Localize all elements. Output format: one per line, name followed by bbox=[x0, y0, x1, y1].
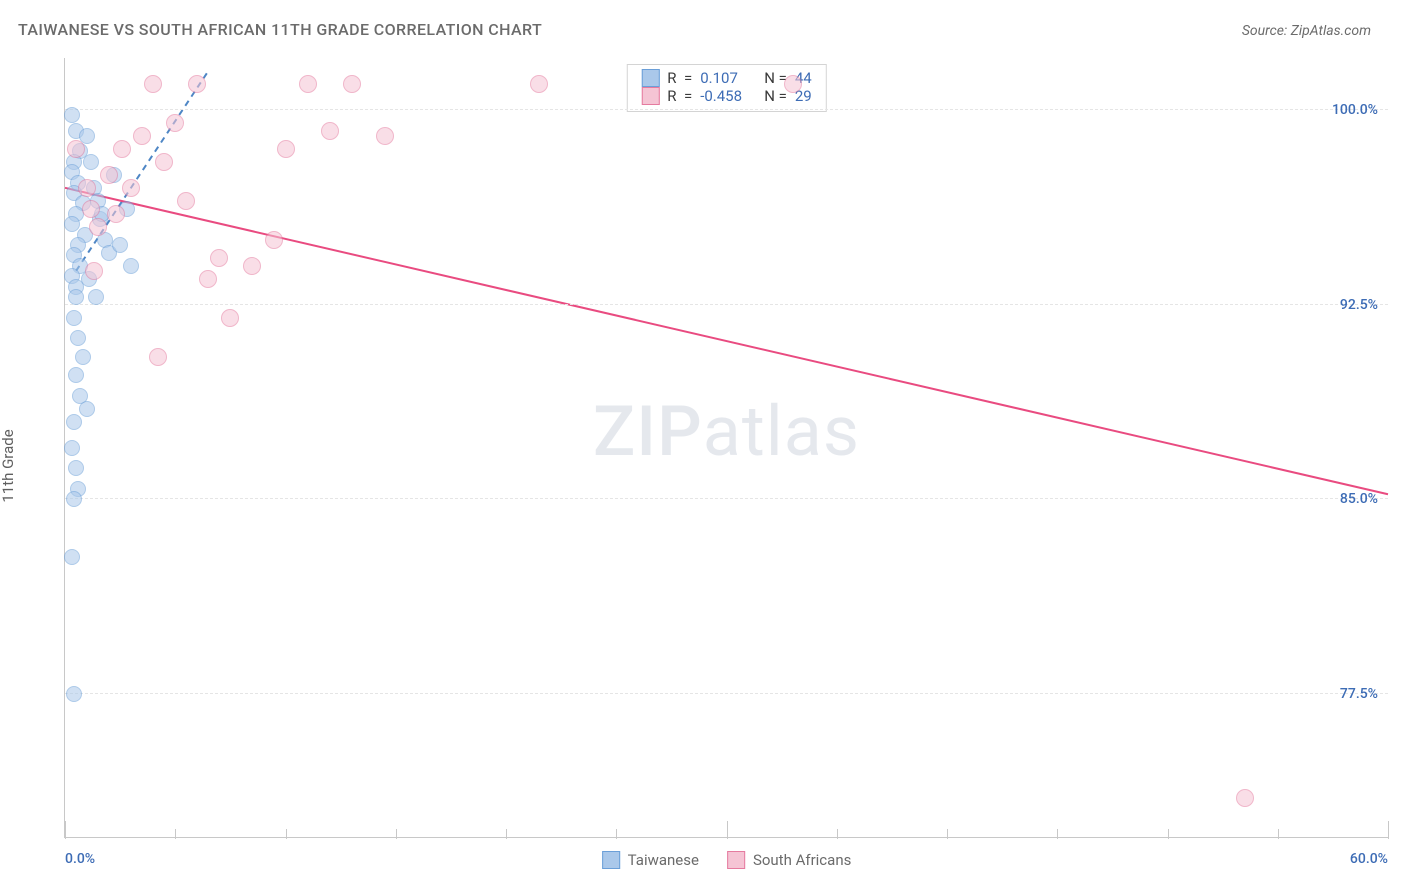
scatter-point bbox=[1236, 789, 1254, 807]
scatter-point bbox=[66, 491, 82, 507]
scatter-point bbox=[530, 75, 548, 93]
scatter-point bbox=[64, 107, 80, 123]
stat-r-value: 0.107 bbox=[700, 69, 756, 87]
x-minor-tick bbox=[286, 829, 287, 839]
scatter-point bbox=[68, 289, 84, 305]
scatter-point bbox=[122, 179, 140, 197]
x-minor-tick bbox=[947, 829, 948, 839]
x-tick-label: 0.0% bbox=[65, 851, 95, 867]
scatter-point bbox=[265, 231, 283, 249]
x-minor-tick bbox=[175, 829, 176, 839]
x-minor-tick bbox=[396, 829, 397, 839]
legend-label: Taiwanese bbox=[628, 851, 699, 869]
scatter-point bbox=[784, 75, 802, 93]
x-minor-tick bbox=[1278, 829, 1279, 839]
y-tick-label: 92.5% bbox=[1340, 297, 1378, 313]
scatter-point bbox=[343, 75, 361, 93]
scatter-point bbox=[144, 75, 162, 93]
x-tick bbox=[727, 821, 728, 839]
scatter-point bbox=[221, 309, 239, 327]
source-attribution: Source: ZipAtlas.com bbox=[1242, 23, 1371, 39]
scatter-point bbox=[177, 192, 195, 210]
scatter-point bbox=[107, 205, 125, 223]
scatter-point bbox=[199, 270, 217, 288]
scatter-point bbox=[66, 686, 82, 702]
scatter-point bbox=[88, 289, 104, 305]
legend-swatch bbox=[727, 851, 745, 869]
x-minor-tick bbox=[837, 829, 838, 839]
scatter-point bbox=[78, 179, 96, 197]
scatter-point bbox=[83, 154, 99, 170]
scatter-point bbox=[66, 414, 82, 430]
stat-r-value: -0.458 bbox=[700, 87, 756, 105]
legend-label: South Africans bbox=[753, 851, 851, 869]
series-legend: Taiwanese South Africans bbox=[602, 851, 852, 869]
chart-container: 11th Grade ZIPatlas R =0.107N =44R =-0.4… bbox=[18, 58, 1388, 874]
scatter-point bbox=[68, 367, 84, 383]
scatter-point bbox=[64, 440, 80, 456]
x-tick-label: 60.0% bbox=[1350, 851, 1388, 867]
gridline bbox=[65, 498, 1388, 499]
scatter-point bbox=[299, 75, 317, 93]
y-axis-label: 11th Grade bbox=[0, 429, 17, 502]
x-minor-tick bbox=[1057, 829, 1058, 839]
legend-item: South Africans bbox=[727, 851, 851, 869]
stat-n-label: N = bbox=[764, 87, 787, 105]
scatter-point bbox=[149, 348, 167, 366]
chart-header: TAIWANESE VS SOUTH AFRICAN 11TH GRADE CO… bbox=[18, 20, 1371, 39]
scatter-point bbox=[66, 310, 82, 326]
scatter-point bbox=[82, 200, 100, 218]
scatter-plot-area: ZIPatlas R =0.107N =44R =-0.458N =29 Tai… bbox=[64, 58, 1388, 838]
y-tick-label: 85.0% bbox=[1340, 491, 1378, 507]
scatter-point bbox=[79, 401, 95, 417]
scatter-point bbox=[277, 140, 295, 158]
x-tick bbox=[65, 821, 66, 839]
legend-swatch bbox=[641, 69, 659, 87]
scatter-point bbox=[64, 549, 80, 565]
x-minor-tick bbox=[1168, 829, 1169, 839]
scatter-point bbox=[243, 257, 261, 275]
stat-r-label: R = bbox=[667, 69, 692, 87]
x-minor-tick bbox=[616, 829, 617, 839]
scatter-point bbox=[67, 140, 85, 158]
gridline bbox=[65, 304, 1388, 305]
gridline bbox=[65, 693, 1388, 694]
y-tick-label: 77.5% bbox=[1340, 686, 1378, 702]
scatter-point bbox=[68, 460, 84, 476]
scatter-point bbox=[155, 153, 173, 171]
y-tick-label: 100.0% bbox=[1332, 102, 1378, 118]
legend-swatch bbox=[641, 87, 659, 105]
scatter-point bbox=[100, 166, 118, 184]
scatter-point bbox=[85, 262, 103, 280]
scatter-point bbox=[89, 218, 107, 236]
trend-lines-layer bbox=[65, 58, 1388, 837]
x-tick bbox=[1388, 821, 1389, 839]
watermark: ZIPatlas bbox=[593, 391, 860, 473]
scatter-point bbox=[123, 258, 139, 274]
legend-swatch bbox=[602, 851, 620, 869]
trend-line bbox=[65, 188, 1388, 494]
scatter-point bbox=[133, 127, 151, 145]
scatter-point bbox=[188, 75, 206, 93]
scatter-point bbox=[112, 237, 128, 253]
scatter-point bbox=[376, 127, 394, 145]
legend-item: Taiwanese bbox=[602, 851, 699, 869]
scatter-point bbox=[113, 140, 131, 158]
gridline bbox=[65, 109, 1388, 110]
x-minor-tick bbox=[506, 829, 507, 839]
scatter-point bbox=[70, 330, 86, 346]
scatter-point bbox=[210, 249, 228, 267]
stat-r-label: R = bbox=[667, 87, 692, 105]
scatter-point bbox=[321, 122, 339, 140]
scatter-point bbox=[166, 114, 184, 132]
chart-title: TAIWANESE VS SOUTH AFRICAN 11TH GRADE CO… bbox=[18, 20, 542, 39]
scatter-point bbox=[75, 349, 91, 365]
